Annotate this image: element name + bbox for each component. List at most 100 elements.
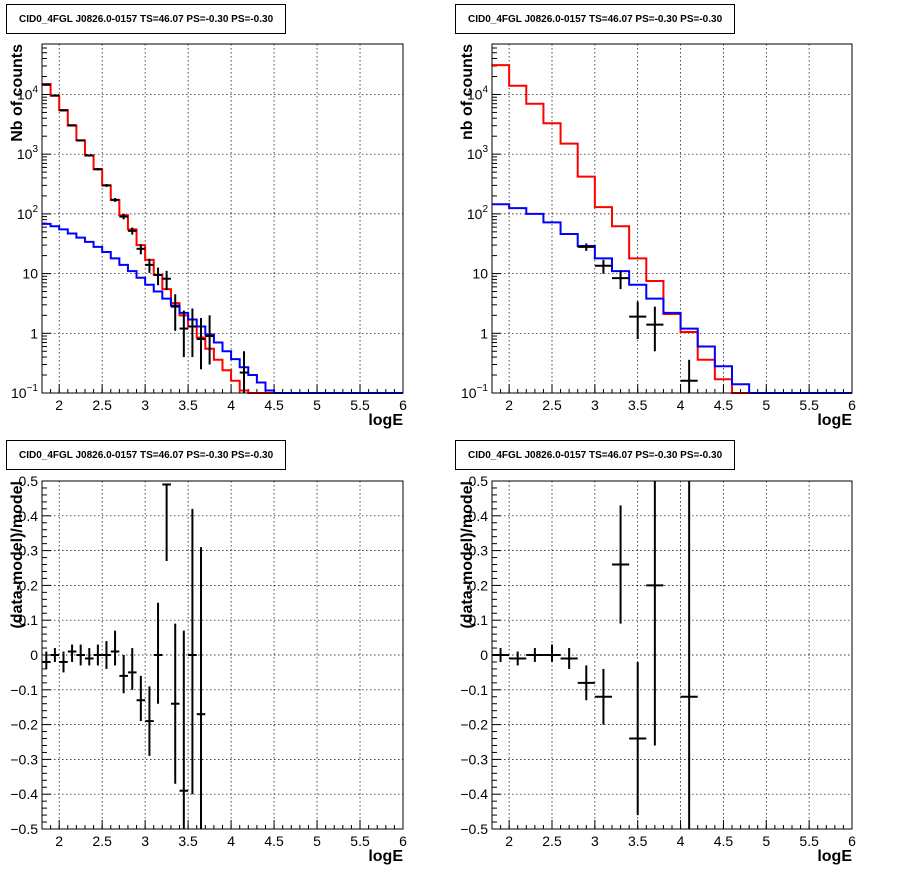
y-tick-label: 102 xyxy=(17,204,39,222)
data-point xyxy=(560,648,578,669)
data-point xyxy=(239,351,249,393)
data-point xyxy=(646,306,664,352)
y-tick-label: 0.2 xyxy=(469,577,489,593)
y-tick-label: 0.3 xyxy=(19,543,39,559)
x-tick-label: 5.5 xyxy=(350,833,370,849)
data-point xyxy=(646,481,664,746)
y-tick-label: 0.1 xyxy=(469,612,489,628)
panel-title-bottom-left: CID0_4FGL J0826.0-0157 TS=46.07 PS=-0.30… xyxy=(6,440,287,470)
x-tick-label: 6 xyxy=(848,833,856,849)
x-tick-label: 2.5 xyxy=(542,397,562,413)
data-point xyxy=(543,644,561,662)
data-point xyxy=(629,661,647,816)
y-tick-label: −0.2 xyxy=(10,717,38,733)
plot-frame xyxy=(491,43,853,394)
x-tick-label: 6 xyxy=(399,397,407,413)
data-point xyxy=(136,244,146,255)
x-tick-label: 2 xyxy=(505,833,513,849)
y-tick-label: 10 xyxy=(472,266,488,282)
data-point xyxy=(179,310,189,358)
y-tick-label: 0.3 xyxy=(469,543,489,559)
x-tick-label: 2 xyxy=(55,397,63,413)
data-point xyxy=(50,94,60,97)
data-point xyxy=(188,508,197,795)
data-point xyxy=(170,623,180,784)
x-tick-label: 2 xyxy=(55,833,63,849)
data-point xyxy=(179,630,189,829)
plot-frame xyxy=(41,480,404,830)
x-tick-label: 2.5 xyxy=(92,833,112,849)
x-tick-label: 2 xyxy=(505,397,513,413)
x-tick-label: 5 xyxy=(762,833,770,849)
series-model-total-line xyxy=(492,64,852,394)
y-tick-label: 10−1 xyxy=(11,383,38,401)
x-tick-label: 3 xyxy=(141,397,149,413)
x-tick-label: 5.5 xyxy=(799,833,819,849)
data-point xyxy=(145,258,154,273)
x-tick-label: 3.5 xyxy=(628,833,648,849)
data-point xyxy=(196,547,206,829)
x-tick-label: 2.5 xyxy=(92,397,112,413)
data-point xyxy=(110,630,120,666)
y-axis-label: (data-model)/model xyxy=(459,481,476,629)
data-point xyxy=(629,301,647,340)
data-point xyxy=(509,651,527,666)
data-point xyxy=(136,675,146,722)
y-tick-label: 0.5 xyxy=(469,473,489,489)
y-axis-label: nb of counts xyxy=(459,44,476,140)
panel-title-bottom-right: CID0_4FGL J0826.0-0157 TS=46.07 PS=-0.30… xyxy=(455,440,736,470)
x-tick-label: 4 xyxy=(677,397,685,413)
x-axis-label: logE xyxy=(817,848,852,865)
panel-3: 2 2.5 3 3.5 4 4.5 5 5.5 6 −0.5 −0.4 −0.3 −0.2 −0.1 0 0.… xyxy=(459,473,856,865)
data-point xyxy=(680,481,698,829)
y-tick-label: 103 xyxy=(467,144,489,162)
data-point xyxy=(162,483,171,562)
y-axis-label: Nb of counts xyxy=(9,44,26,142)
data-point xyxy=(84,154,94,157)
y-tick-label: 0.2 xyxy=(19,577,39,593)
x-tick-label: 4.5 xyxy=(714,397,734,413)
y-tick-label: 0 xyxy=(30,647,38,663)
data-point xyxy=(76,139,85,142)
x-tick-label: 3 xyxy=(141,833,149,849)
y-tick-label: 104 xyxy=(467,84,489,102)
data-point xyxy=(153,267,163,286)
y-tick-label: −0.4 xyxy=(10,786,38,802)
x-tick-label: 5 xyxy=(762,397,770,413)
panel-0: 2 2.5 3 3.5 4 4.5 5 5.5 6 10−1 1 10 102 103 104 logE Nb … xyxy=(9,43,407,429)
y-tick-label: −0.3 xyxy=(460,751,488,767)
x-tick-label: 4 xyxy=(227,397,235,413)
y-tick-label: 10 xyxy=(22,266,38,282)
x-tick-label: 3.5 xyxy=(628,397,648,413)
x-tick-label: 4.5 xyxy=(714,833,734,849)
y-tick-label: 1 xyxy=(480,325,488,341)
data-point xyxy=(59,651,68,673)
panel-1: 2 2.5 3 3.5 4 4.5 5 5.5 6 10−1 1 10 102 103 104 logE nb … xyxy=(459,43,856,429)
plot-frame xyxy=(41,43,404,394)
x-tick-label: 5.5 xyxy=(350,397,370,413)
data-point xyxy=(612,270,630,290)
y-axis-label: (data-model)/model xyxy=(9,481,26,629)
x-tick-label: 4 xyxy=(227,833,235,849)
data-point xyxy=(119,213,128,220)
y-tick-label: 0.4 xyxy=(19,508,39,524)
x-tick-label: 2.5 xyxy=(542,833,562,849)
x-axis-label: logE xyxy=(817,412,852,429)
data-point xyxy=(93,168,103,171)
panel-2: 2 2.5 3 3.5 4 4.5 5 5.5 6 −0.5 −0.4 −0.3 −0.2 −0.1 0 0.… xyxy=(9,473,407,865)
x-tick-label: 3 xyxy=(591,833,599,849)
y-tick-label: 104 xyxy=(17,84,39,102)
y-tick-label: −0.2 xyxy=(460,717,488,733)
y-tick-label: 0 xyxy=(480,647,488,663)
panel-title-top-left: CID0_4FGL J0826.0-0157 TS=46.07 PS=-0.30… xyxy=(6,4,287,34)
x-tick-label: 5.5 xyxy=(799,397,819,413)
series-model-component-line xyxy=(492,203,852,394)
data-point xyxy=(594,259,612,274)
data-point xyxy=(205,315,214,365)
y-tick-label: 102 xyxy=(467,204,489,222)
data-point xyxy=(102,183,111,187)
x-tick-label: 5 xyxy=(313,833,321,849)
y-tick-label: 0.4 xyxy=(469,508,489,524)
y-tick-label: −0.5 xyxy=(10,821,38,837)
panel-title-top-right: CID0_4FGL J0826.0-0157 TS=46.07 PS=-0.30… xyxy=(455,4,736,34)
